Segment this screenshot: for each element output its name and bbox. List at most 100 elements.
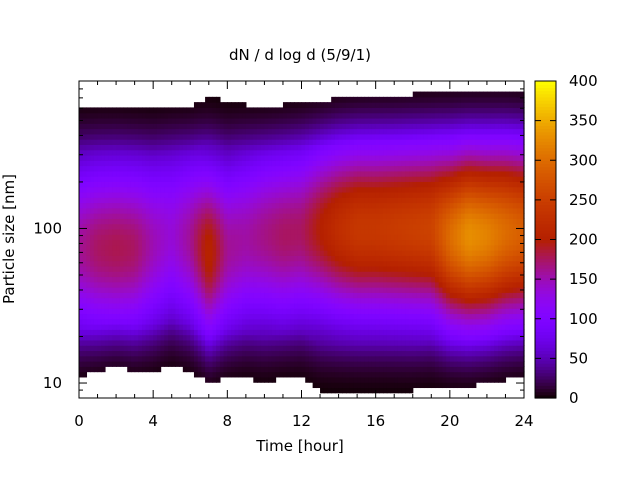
heatmap-cell xyxy=(138,324,143,330)
heatmap-cell xyxy=(364,213,369,219)
heatmap-cell xyxy=(79,308,84,315)
heatmap-cell xyxy=(409,255,414,262)
heatmap-cell xyxy=(342,197,347,204)
heatmap-cell xyxy=(164,265,169,272)
heatmap-cell xyxy=(234,160,240,167)
heatmap-cell xyxy=(409,292,414,299)
heatmap-cell xyxy=(260,244,266,251)
heatmap-cell xyxy=(397,376,403,383)
heatmap-cell xyxy=(346,191,351,198)
heatmap-cell xyxy=(264,165,269,172)
heatmap-cell xyxy=(208,255,214,262)
heatmap-cell xyxy=(279,350,284,357)
heatmap-cell xyxy=(171,139,177,145)
heatmap-cell xyxy=(290,366,295,373)
heatmap-cell xyxy=(264,376,269,383)
heatmap-cell xyxy=(401,207,406,214)
heatmap-cell xyxy=(305,165,310,172)
heatmap-cell xyxy=(349,223,355,230)
heatmap-cell xyxy=(227,281,232,288)
heatmap-cell xyxy=(290,271,295,278)
heatmap-cell xyxy=(168,213,173,219)
heatmap-cell xyxy=(168,334,173,341)
heatmap-cell xyxy=(360,218,366,225)
heatmap-cell xyxy=(164,165,169,172)
heatmap-cell xyxy=(290,324,295,330)
heatmap-cell xyxy=(397,112,403,119)
heatmap-cell xyxy=(357,265,362,272)
heatmap-cell xyxy=(320,387,325,394)
chart-title: dN / d log d (5/9/1) xyxy=(229,46,371,64)
heatmap-cell xyxy=(253,144,258,151)
heatmap-cell xyxy=(249,239,254,246)
heatmap-cell xyxy=(127,223,132,230)
heatmap-cell xyxy=(108,117,113,124)
heatmap-cell xyxy=(379,313,384,320)
heatmap-cell xyxy=(208,239,214,246)
heatmap-cell xyxy=(360,345,366,352)
heatmap-cell xyxy=(212,250,217,256)
heatmap-cell xyxy=(212,281,217,288)
heatmap-cell xyxy=(86,107,91,114)
heatmap-cell xyxy=(86,313,91,320)
heatmap-cell xyxy=(86,139,91,145)
heatmap-cell xyxy=(349,355,355,362)
heatmap-cell xyxy=(257,117,262,124)
heatmap-cell xyxy=(349,218,355,225)
heatmap-cell xyxy=(357,191,362,198)
heatmap-cell xyxy=(316,376,321,383)
heatmap-cell xyxy=(297,207,303,214)
heatmap-cell xyxy=(138,107,143,114)
heatmap-cell xyxy=(290,218,295,225)
heatmap-cell xyxy=(112,234,117,241)
heatmap-cell xyxy=(112,160,117,167)
heatmap-cell xyxy=(156,191,162,198)
heatmap-cell xyxy=(342,133,347,140)
heatmap-cell xyxy=(320,197,325,204)
heatmap-cell xyxy=(331,313,336,320)
heatmap-cell xyxy=(416,355,421,362)
heatmap-cell xyxy=(353,154,358,161)
heatmap-cell xyxy=(409,313,414,320)
heatmap-cell xyxy=(86,186,91,193)
heatmap-cell xyxy=(357,176,362,182)
heatmap-cell xyxy=(242,228,247,235)
heatmap-cell xyxy=(153,207,158,214)
heatmap-cell xyxy=(231,239,236,246)
heatmap-cell xyxy=(231,160,236,167)
heatmap-cell xyxy=(219,255,225,262)
heatmap-cell xyxy=(316,181,321,188)
heatmap-cell xyxy=(179,302,184,309)
heatmap-cell xyxy=(331,181,336,188)
heatmap-cell xyxy=(383,149,388,156)
heatmap-cell xyxy=(282,181,288,188)
heatmap-cell xyxy=(379,297,384,304)
heatmap-cell xyxy=(249,250,254,256)
heatmap-cell xyxy=(316,318,321,325)
heatmap-cell xyxy=(93,239,99,246)
heatmap-cell xyxy=(401,281,406,288)
heatmap-cell xyxy=(249,218,254,225)
heatmap-cell xyxy=(223,350,228,357)
heatmap-cell xyxy=(193,176,199,182)
heatmap-cell xyxy=(301,112,306,119)
heatmap-cell xyxy=(193,239,199,246)
heatmap-cell xyxy=(116,154,121,161)
heatmap-cell xyxy=(130,154,136,161)
heatmap-cell xyxy=(201,329,206,336)
heatmap-cell xyxy=(271,123,277,130)
heatmap-cell xyxy=(368,218,373,225)
heatmap-cell xyxy=(401,202,406,209)
heatmap-cell xyxy=(394,102,399,109)
heatmap-cell xyxy=(182,165,188,172)
heatmap-cell xyxy=(264,144,269,151)
heatmap-cell xyxy=(342,260,347,267)
heatmap-cell xyxy=(104,207,110,214)
heatmap-cell xyxy=(179,197,184,204)
heatmap-cell xyxy=(186,181,191,188)
heatmap-cell xyxy=(290,165,295,172)
heatmap-cell xyxy=(130,313,136,320)
heatmap-cell xyxy=(353,387,358,394)
heatmap-cell xyxy=(253,355,258,362)
heatmap-cell xyxy=(138,297,143,304)
